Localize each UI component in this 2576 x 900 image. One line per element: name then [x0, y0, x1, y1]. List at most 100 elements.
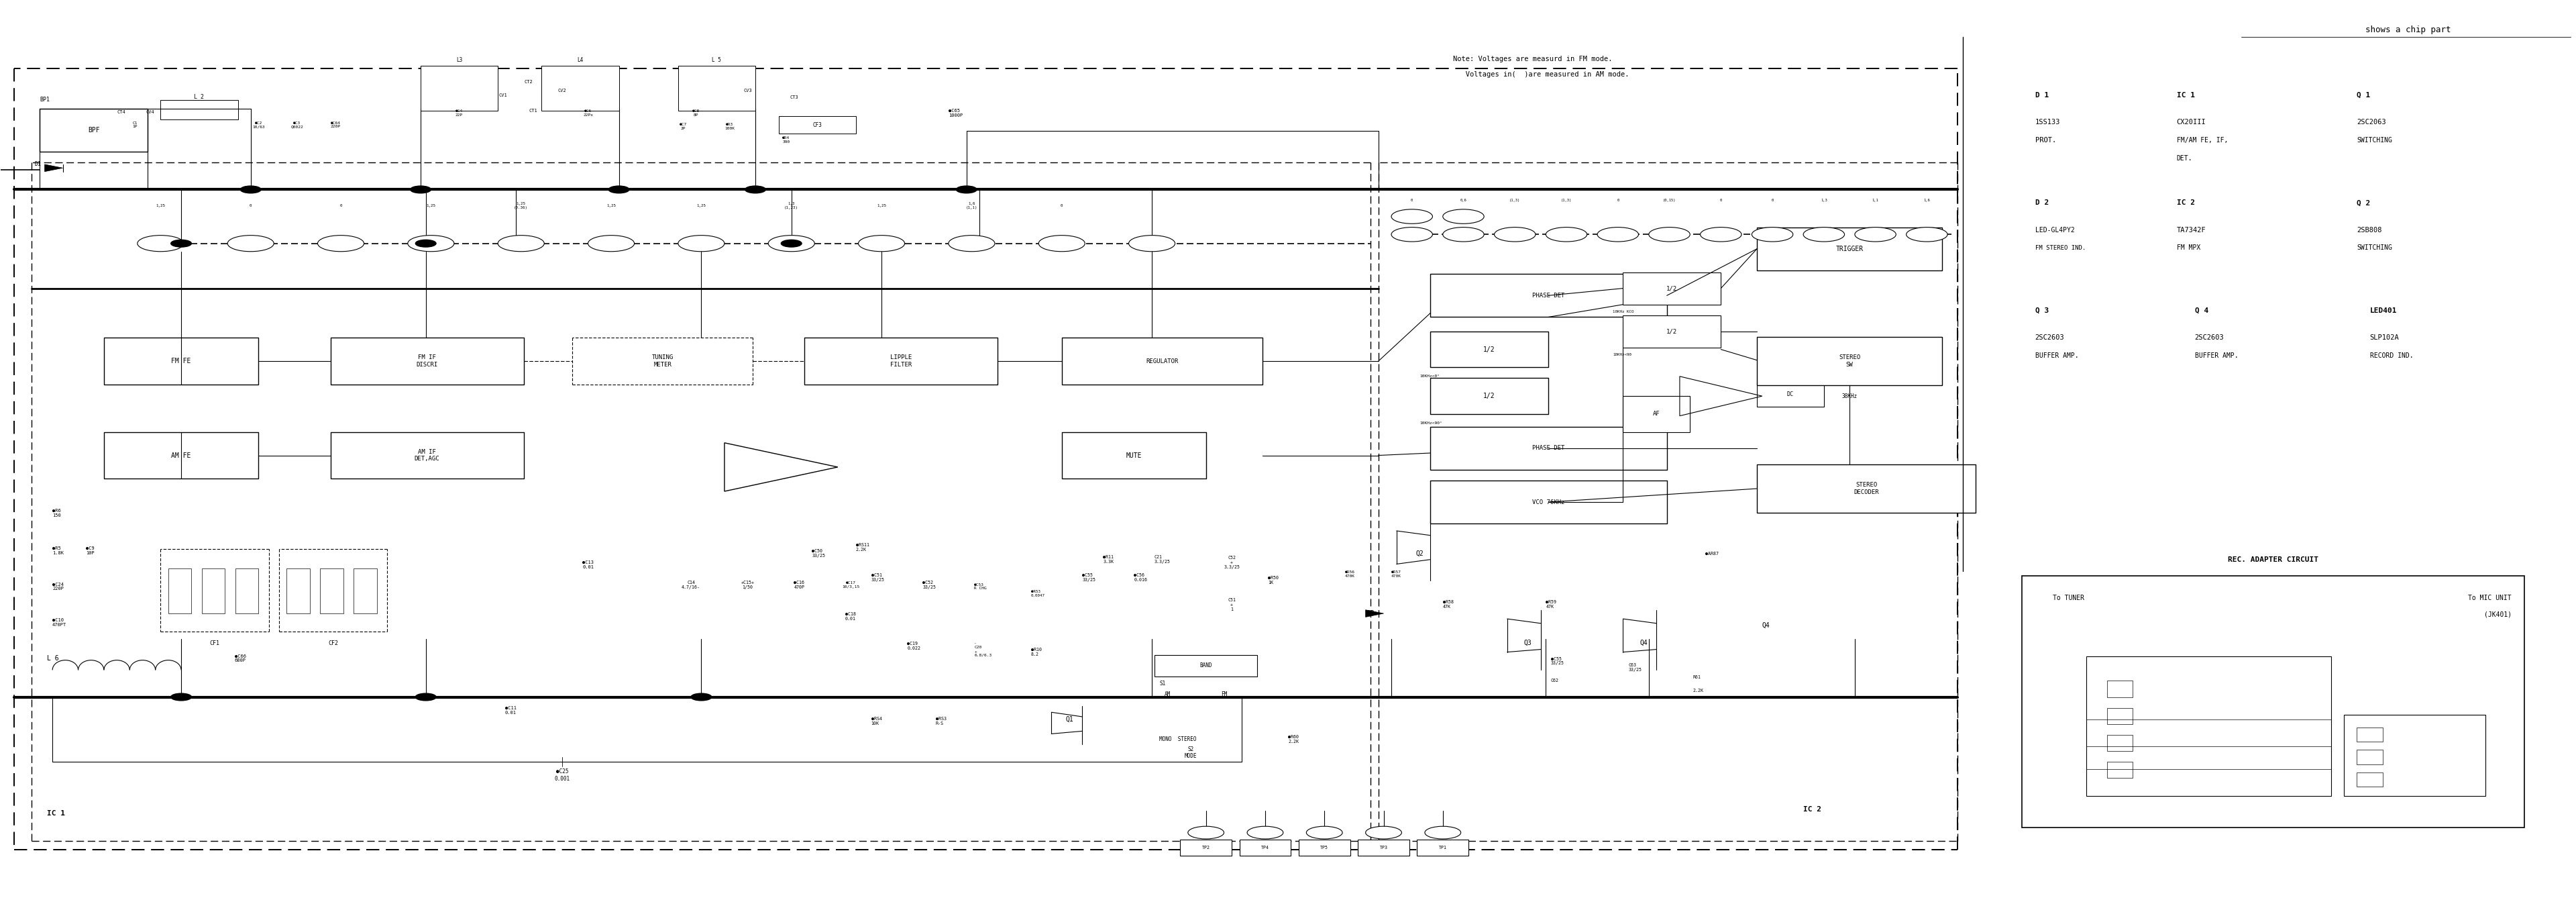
Bar — [1430, 331, 1548, 367]
Text: TP2: TP2 — [1200, 846, 1211, 850]
Text: (0,15): (0,15) — [1662, 199, 1674, 202]
Circle shape — [317, 235, 363, 251]
Text: TP5: TP5 — [1319, 846, 1329, 850]
Bar — [1358, 840, 1409, 856]
Circle shape — [1597, 228, 1638, 241]
Circle shape — [608, 186, 629, 194]
Text: 15: 15 — [1512, 233, 1517, 236]
Text: FM FE: FM FE — [170, 357, 191, 365]
Text: AM IF
DET,AGC: AM IF DET,AGC — [415, 449, 440, 462]
Circle shape — [227, 235, 273, 251]
Text: 23: 23 — [1924, 233, 1929, 236]
Text: ●C55
33/25: ●C55 33/25 — [1551, 657, 1564, 665]
Text: Q 3: Q 3 — [2035, 308, 2048, 314]
Text: 10KHz KCO: 10KHz KCO — [1613, 310, 1633, 313]
Text: 10KHz<90°: 10KHz<90° — [1419, 421, 1443, 425]
Text: ●C52
33/25: ●C52 33/25 — [922, 581, 935, 590]
Text: D 2: D 2 — [2035, 200, 2048, 206]
Text: ●C66
680P: ●C66 680P — [234, 654, 247, 662]
Text: L 5: L 5 — [711, 58, 721, 63]
Text: Q 1: Q 1 — [2357, 92, 2370, 99]
Text: ●R5
1.8K: ●R5 1.8K — [52, 546, 64, 555]
Circle shape — [1306, 826, 1342, 839]
Text: SWITCHING: SWITCHING — [2357, 137, 2391, 143]
Bar — [1430, 481, 1667, 524]
Text: -
C20
+
6.8/6.3: - C20 + 6.8/6.3 — [974, 642, 992, 657]
Bar — [330, 338, 523, 384]
Bar — [2022, 576, 2524, 827]
Text: ●R6
150: ●R6 150 — [52, 508, 62, 518]
Text: CT2: CT2 — [526, 80, 533, 84]
Text: ●C2
10/63: ●C2 10/63 — [252, 122, 265, 129]
Circle shape — [1700, 228, 1741, 241]
Circle shape — [1247, 826, 1283, 839]
Text: 1,25: 1,25 — [605, 204, 616, 207]
Circle shape — [410, 186, 430, 194]
Circle shape — [956, 186, 976, 194]
Text: (1,3): (1,3) — [1510, 199, 1520, 202]
Text: S2
MODE: S2 MODE — [1185, 746, 1195, 760]
Bar — [1430, 378, 1548, 414]
Text: TP3: TP3 — [1378, 846, 1388, 850]
Text: BP1: BP1 — [39, 96, 49, 103]
Bar — [2107, 761, 2133, 778]
Text: 1,6
(1,1): 1,6 (1,1) — [966, 203, 976, 210]
Text: ●C3
Q0022: ●C3 Q0022 — [291, 122, 304, 129]
Polygon shape — [1365, 610, 1383, 617]
Circle shape — [1855, 228, 1896, 241]
Bar — [1430, 427, 1667, 470]
Text: FM/AM FE, IF,: FM/AM FE, IF, — [2177, 137, 2228, 143]
Bar — [1757, 464, 1976, 513]
Text: To TUNER: To TUNER — [2053, 595, 2084, 601]
Circle shape — [1425, 826, 1461, 839]
Text: 1/2: 1/2 — [1667, 328, 1677, 335]
Text: ●R10
8.2: ●R10 8.2 — [1030, 648, 1041, 656]
Bar — [319, 569, 343, 614]
Bar — [2357, 727, 2383, 742]
Text: C52
+
3.3/25: C52 + 3.3/25 — [1224, 555, 1239, 569]
Text: 1,25: 1,25 — [425, 204, 435, 207]
Text: BUFFER AMP.: BUFFER AMP. — [2195, 352, 2239, 359]
Circle shape — [240, 186, 260, 194]
Text: 1,25: 1,25 — [696, 204, 706, 207]
Bar — [39, 109, 147, 152]
Text: ●C25
0.001: ●C25 0.001 — [554, 769, 569, 781]
Text: CF3: CF3 — [811, 122, 822, 128]
Circle shape — [1649, 228, 1690, 241]
Text: LED401: LED401 — [2370, 308, 2396, 314]
Bar — [1623, 315, 1721, 347]
Text: L4: L4 — [577, 58, 582, 63]
Text: ●C7
2P: ●C7 2P — [680, 123, 688, 130]
Text: CV2: CV2 — [559, 89, 567, 93]
Text: Q4: Q4 — [1762, 622, 1770, 628]
Text: ●R50
1K: ●R50 1K — [1267, 576, 1278, 585]
Text: 18: 18 — [1667, 233, 1672, 236]
Text: FM IF
DISCRI: FM IF DISCRI — [417, 355, 438, 367]
Text: ●C24
220P: ●C24 220P — [52, 582, 64, 591]
Text: VCO 76KHz: VCO 76KHz — [1533, 500, 1564, 505]
Text: TA7342F: TA7342F — [2177, 227, 2205, 233]
Text: REC. ADAPTER CIRCUIT: REC. ADAPTER CIRCUIT — [2228, 556, 2318, 562]
Text: BPF: BPF — [88, 127, 100, 133]
Bar — [1154, 655, 1257, 676]
Text: Q 2: Q 2 — [2357, 200, 2370, 206]
Text: ●C65
1000P: ●C65 1000P — [948, 109, 963, 118]
Text: L 2: L 2 — [193, 94, 204, 100]
Bar — [1239, 840, 1291, 856]
Text: C51
+
1: C51 + 1 — [1226, 598, 1236, 611]
Text: (1,3): (1,3) — [1561, 199, 1571, 202]
Text: AM: AM — [1164, 691, 1170, 697]
Text: 21: 21 — [1821, 233, 1826, 236]
Text: 14: 14 — [1409, 215, 1414, 218]
Text: 0,6: 0,6 — [1461, 199, 1466, 202]
Circle shape — [1128, 235, 1175, 251]
Text: ●C4
22P: ●C4 22P — [456, 110, 464, 117]
Text: SWITCHING: SWITCHING — [2357, 245, 2391, 251]
Text: ●C16
470P: ●C16 470P — [793, 581, 804, 590]
Text: STEREO
DECODER: STEREO DECODER — [1852, 482, 1878, 495]
Bar — [804, 338, 997, 384]
Text: TP1: TP1 — [1437, 846, 1448, 850]
Text: C62: C62 — [1551, 679, 1558, 683]
Text: PHASE DET: PHASE DET — [1533, 446, 1564, 451]
Text: 2SC2603: 2SC2603 — [2035, 335, 2063, 341]
